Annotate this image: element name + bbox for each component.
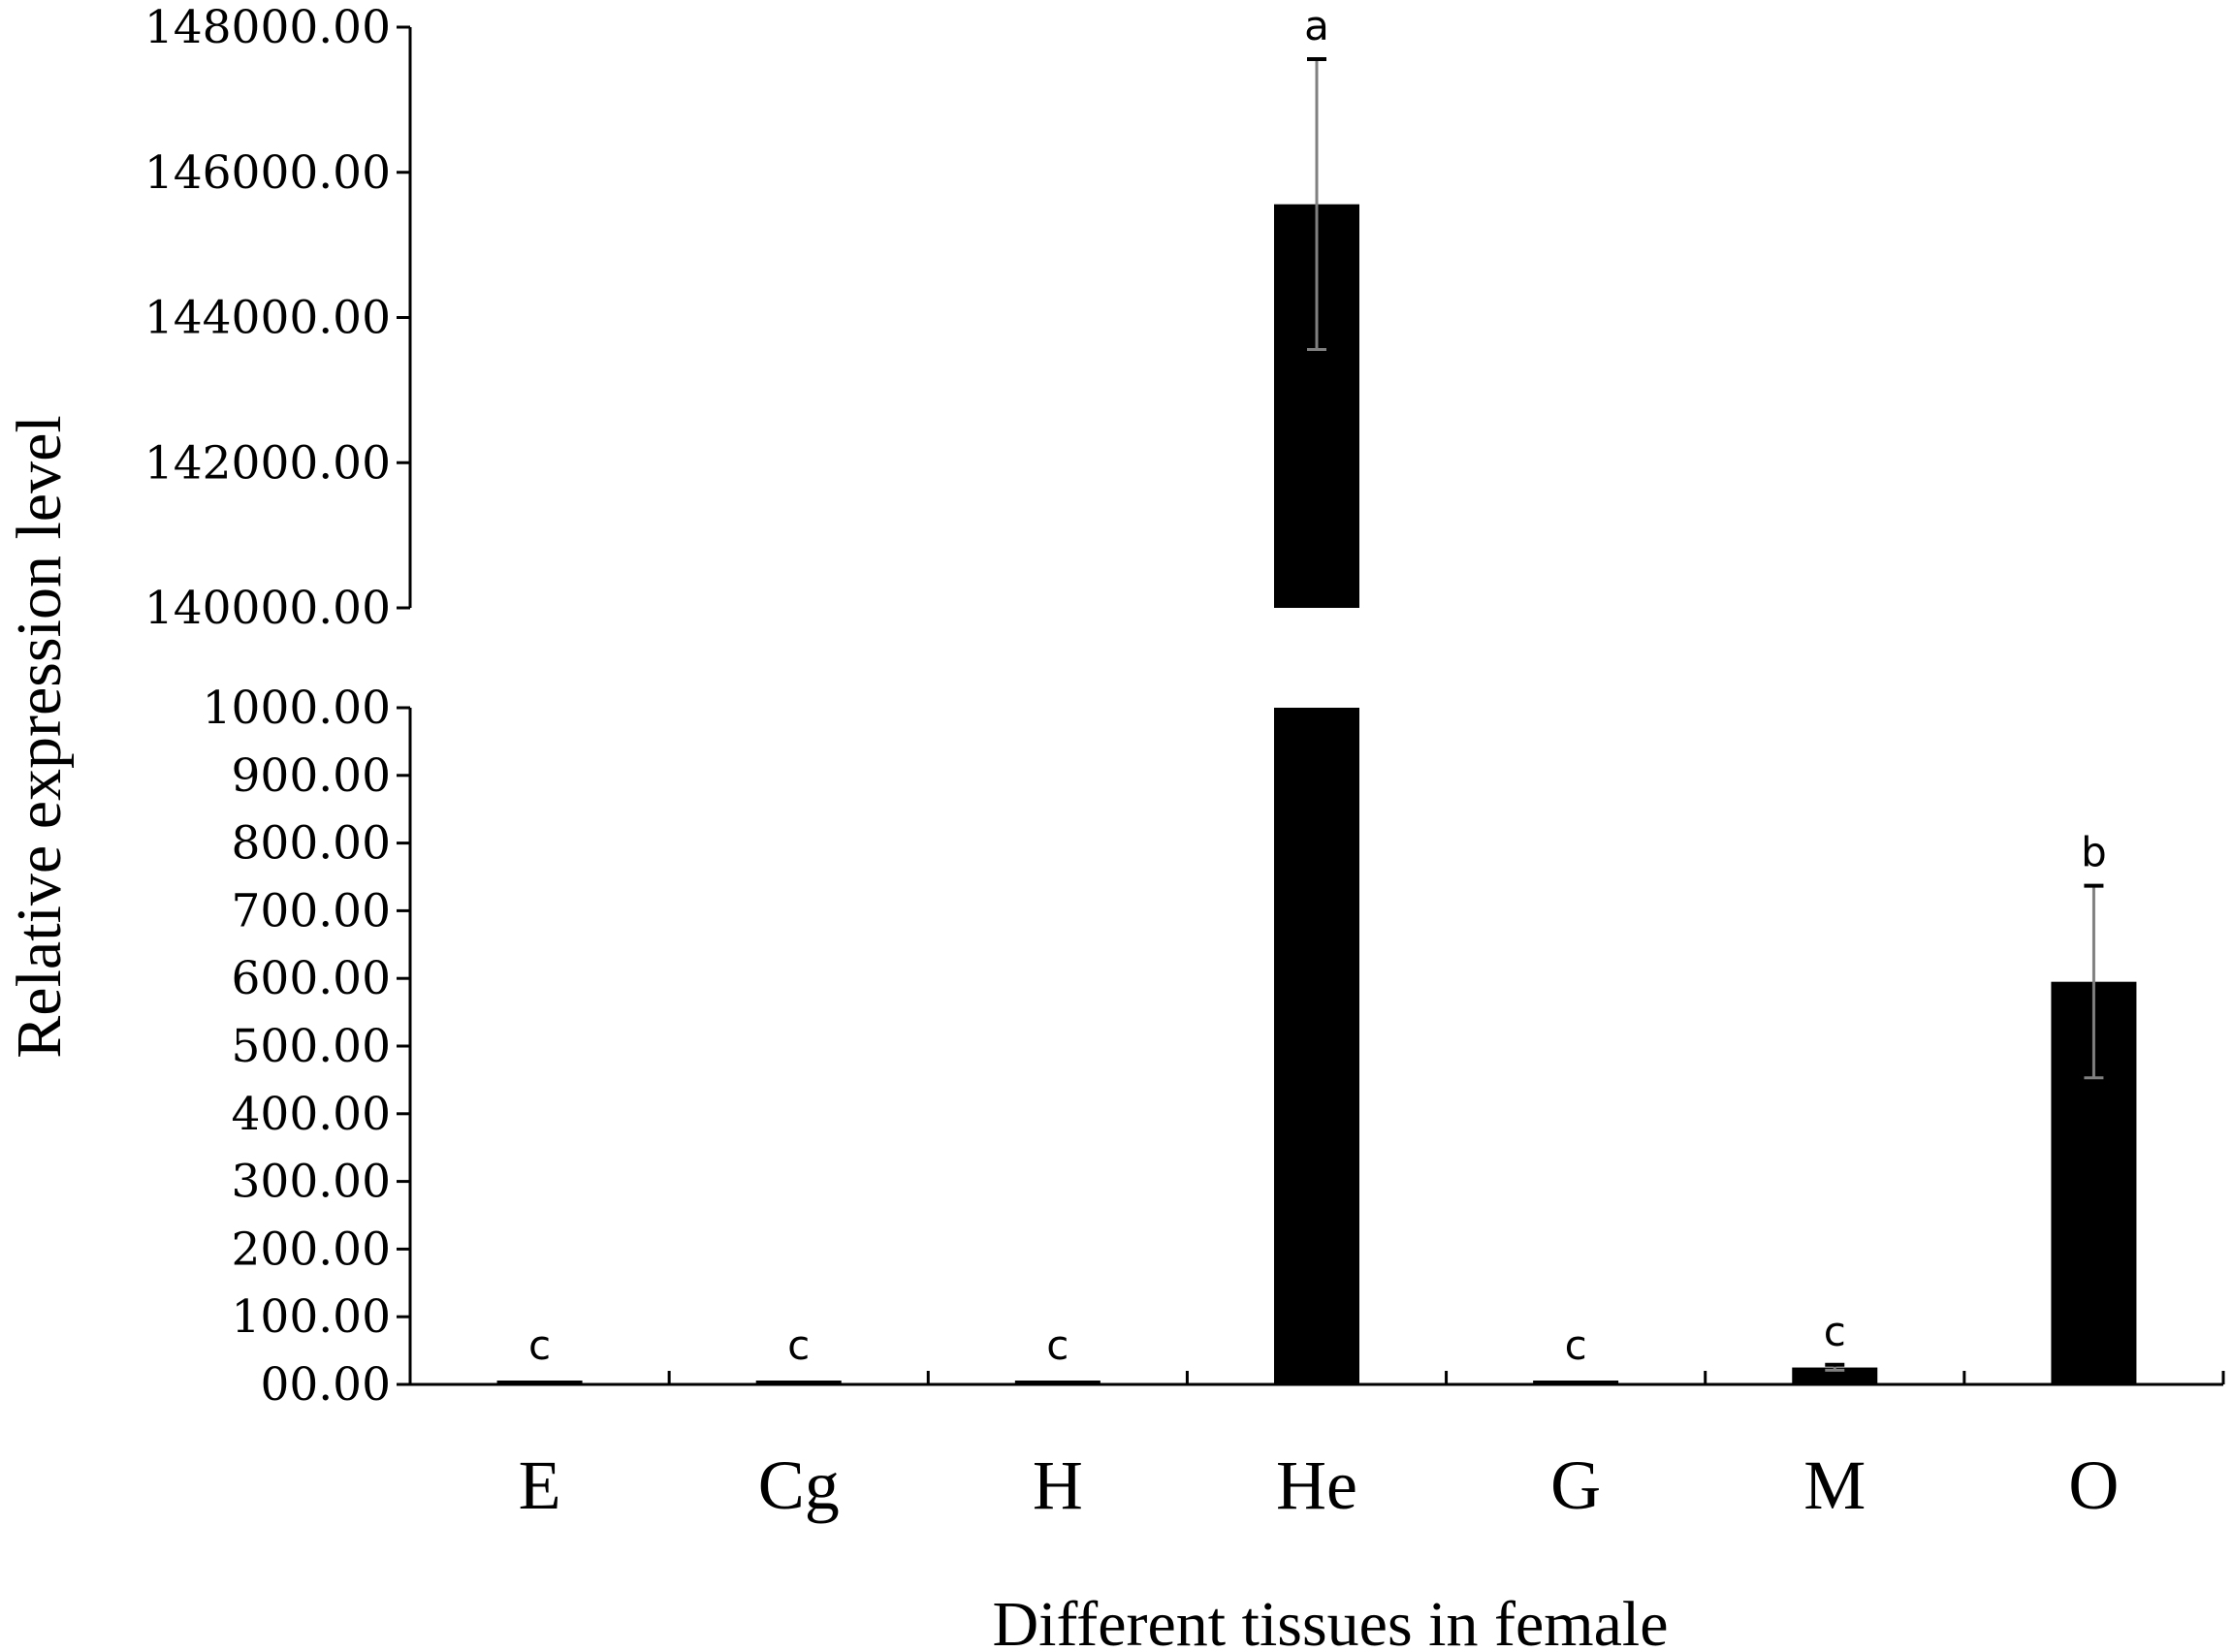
y-tick-label: 800.00 (232, 817, 391, 871)
significance-label: b (2081, 829, 2107, 876)
x-tick-label: M (1803, 1446, 1866, 1524)
y-axis-title: Relative expression level (4, 415, 75, 1058)
y-tick-label: 148000.00 (144, 1, 391, 54)
y-tick-label: 00.00 (260, 1358, 391, 1412)
y-tick-label: 300.00 (232, 1156, 391, 1209)
y-tick-label: 100.00 (232, 1290, 391, 1344)
x-tick-label: E (519, 1446, 561, 1524)
significance-label: c (787, 1321, 810, 1369)
x-tick-label: H (1033, 1446, 1083, 1524)
y-tick-label: 140000.00 (144, 582, 391, 635)
x-tick-label: G (1550, 1446, 1601, 1524)
bar (1274, 708, 1359, 1384)
y-tick-label: 400.00 (232, 1088, 391, 1141)
y-tick-label: 142000.00 (144, 436, 391, 490)
x-tick-label: He (1276, 1446, 1357, 1524)
y-tick-label: 200.00 (232, 1223, 391, 1276)
significance-label: c (1565, 1321, 1587, 1369)
y-tick-label: 900.00 (232, 749, 391, 803)
x-tick-label: Cg (758, 1446, 840, 1524)
significance-label: c (1824, 1308, 1846, 1355)
y-tick-label: 1000.00 (203, 682, 391, 735)
significance-label: c (1046, 1321, 1069, 1369)
significance-label: a (1304, 2, 1329, 49)
labels: c Ec Cg c Ha He c Gc Mb O (519, 2, 2120, 1524)
bars (496, 204, 2137, 1384)
y-tick-label: 600.00 (232, 952, 391, 1005)
bar (1533, 1381, 1619, 1384)
x-tick-label: O (2068, 1446, 2119, 1524)
y-tick-label: 146000.00 (144, 146, 391, 200)
bar (496, 1381, 583, 1384)
x-axis-title: Different tissues in female (992, 1589, 1668, 1652)
axes: 00.00 100.00 200.00 300.00 400.00 500.00 600.0… (144, 1, 2225, 1412)
y-tick-label: 144000.00 (144, 292, 391, 345)
y-tick-label: 700.00 (232, 884, 391, 937)
significance-label: c (528, 1321, 551, 1369)
bar (755, 1381, 842, 1384)
bar (1014, 1381, 1101, 1384)
bar (1792, 1367, 1878, 1384)
error-bars (1307, 56, 2104, 1372)
y-tick-label: 500.00 (232, 1020, 391, 1073)
